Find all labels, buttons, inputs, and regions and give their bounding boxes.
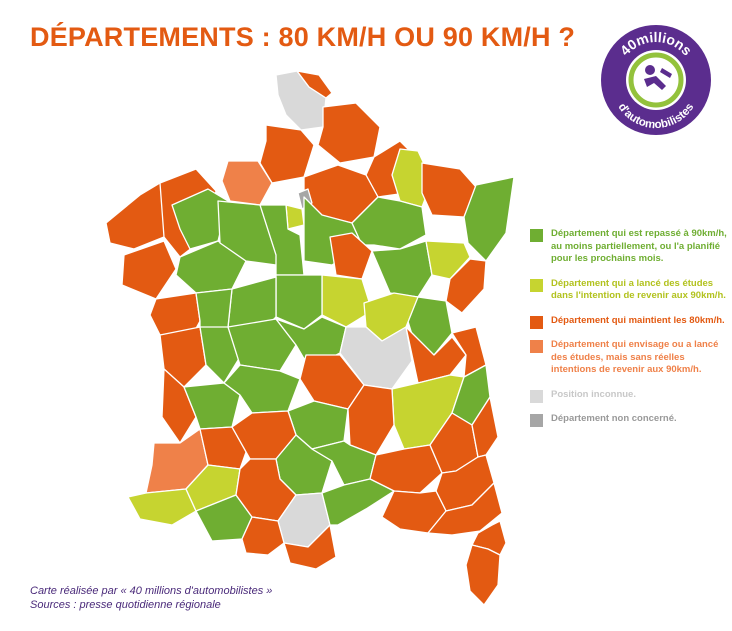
legend-item-lime: Département qui a lancé des études dans … (528, 278, 728, 303)
legend-item-green: Département qui est repassé à 90km/h, au… (528, 228, 728, 266)
legend: Département qui est repassé à 90km/h, au… (528, 228, 728, 438)
legend-swatch (530, 340, 543, 353)
department-region (223, 364, 301, 414)
map-title: DÉPARTEMENTS : 80 KM/H OU 90 KM/H ? (30, 22, 576, 52)
department-region (127, 488, 197, 526)
department-region (285, 204, 305, 230)
legend-swatch (530, 315, 543, 329)
logo: 40millions d'automobilistes (601, 25, 711, 135)
department-region (283, 524, 337, 570)
department-region (159, 326, 207, 388)
department-region (465, 544, 501, 606)
legend-swatch (530, 389, 543, 403)
legend-swatch (530, 278, 543, 292)
logo-steering-ring (628, 52, 684, 108)
department-region (121, 240, 177, 300)
legend-label: Département qui est repassé à 90km/h, au… (551, 228, 727, 264)
legend-label: Département qui envisage ou a lancé des … (551, 339, 719, 375)
credits: Carte réalisée par « 40 millions d'autom… (30, 584, 272, 612)
department-region (339, 326, 413, 390)
department-region (259, 124, 315, 184)
legend-item-light-grey: Position inconnue. (528, 388, 728, 403)
department-region (329, 232, 373, 280)
department-region (321, 478, 395, 526)
legend-item-dark-grey: Département non concerné. (528, 413, 728, 427)
legend-label: Département qui maintient les 80km/h. (551, 314, 725, 326)
credits-sources: Sources : presse quotidienne régionale (30, 599, 221, 611)
legend-swatch (530, 229, 543, 242)
department-region (161, 368, 197, 444)
department-region (321, 274, 373, 328)
department-region (259, 204, 305, 276)
department-region (227, 318, 297, 372)
france-map (105, 70, 515, 606)
legend-item-orange: Département qui maintient les 80km/h. (528, 314, 728, 329)
credits-author: Carte réalisée par « 40 millions d'autom… (30, 585, 273, 597)
driver-steering-wheel-icon (644, 65, 672, 90)
legend-item-light-orange: Département qui envisage ou a lancé des … (528, 339, 728, 377)
department-region (427, 482, 503, 536)
department-region (199, 326, 241, 384)
department-region (471, 396, 499, 458)
legend-label: Département non concerné. (551, 413, 677, 424)
department-region (296, 70, 333, 99)
legend-swatch (530, 414, 543, 427)
department-region (425, 240, 471, 280)
department-region (317, 102, 381, 164)
department-region (371, 240, 433, 298)
legend-label: Position inconnue. (551, 388, 636, 400)
legend-label: Département qui a lancé des études dans … (551, 277, 726, 302)
